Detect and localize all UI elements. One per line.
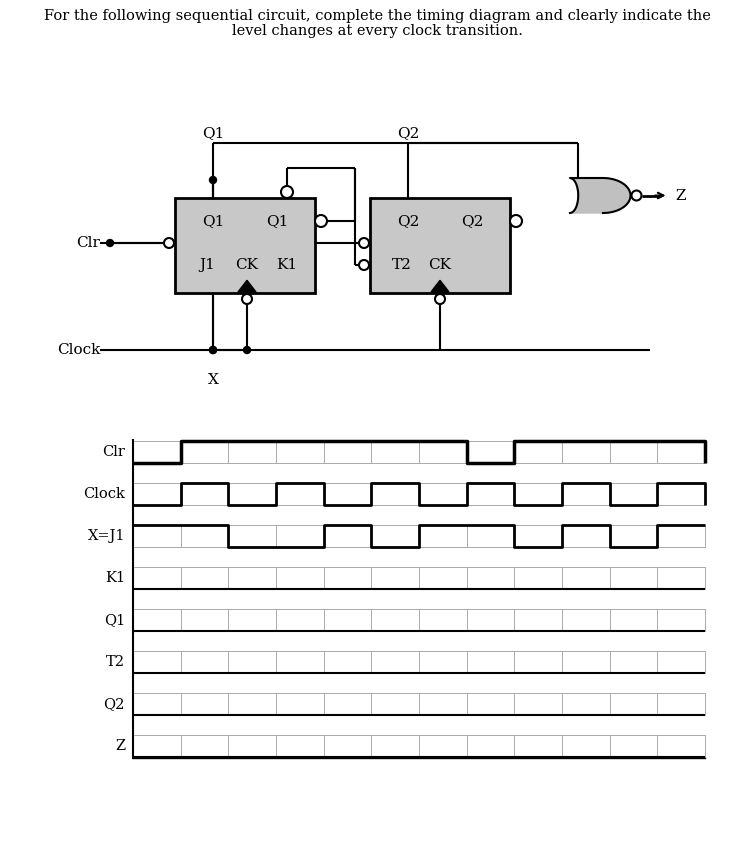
Text: Q2: Q2 (103, 697, 125, 711)
Text: Q1: Q1 (202, 214, 224, 228)
Polygon shape (570, 178, 630, 213)
Text: K1: K1 (105, 571, 125, 585)
Text: K1: K1 (277, 258, 298, 272)
Text: T2: T2 (106, 655, 125, 669)
Text: Q2: Q2 (397, 126, 419, 140)
Text: Z: Z (676, 188, 686, 203)
Text: Q1: Q1 (202, 126, 224, 140)
Text: Q2: Q2 (461, 214, 483, 228)
Circle shape (632, 191, 642, 200)
Circle shape (435, 294, 445, 304)
Bar (175, 198, 315, 293)
Circle shape (510, 215, 522, 227)
Circle shape (315, 215, 327, 227)
Text: Q2: Q2 (397, 214, 419, 228)
Polygon shape (431, 281, 449, 292)
Text: CK: CK (428, 258, 452, 272)
Text: Clock: Clock (57, 343, 100, 357)
Text: Clock: Clock (83, 487, 125, 501)
Text: Z: Z (115, 739, 125, 753)
Text: Clr: Clr (76, 236, 100, 250)
Text: CK: CK (235, 258, 259, 272)
Circle shape (359, 238, 369, 248)
Text: Clr: Clr (102, 445, 125, 459)
Circle shape (210, 347, 216, 354)
Polygon shape (238, 281, 256, 292)
Circle shape (164, 238, 174, 248)
Text: level changes at every clock transition.: level changes at every clock transition. (231, 24, 523, 38)
Text: Q1: Q1 (266, 214, 288, 228)
Text: Q1: Q1 (104, 613, 125, 627)
Circle shape (210, 347, 216, 354)
Circle shape (242, 294, 252, 304)
Bar (370, 198, 510, 293)
Circle shape (244, 347, 250, 354)
Circle shape (359, 260, 369, 270)
Text: For the following sequential circuit, complete the timing diagram and clearly in: For the following sequential circuit, co… (44, 9, 710, 23)
Circle shape (281, 186, 293, 198)
Text: J1: J1 (199, 258, 215, 272)
Circle shape (106, 239, 114, 247)
Text: X: X (207, 373, 219, 387)
Text: T2: T2 (392, 258, 412, 272)
Text: X=J1: X=J1 (87, 529, 125, 543)
Circle shape (210, 176, 216, 183)
